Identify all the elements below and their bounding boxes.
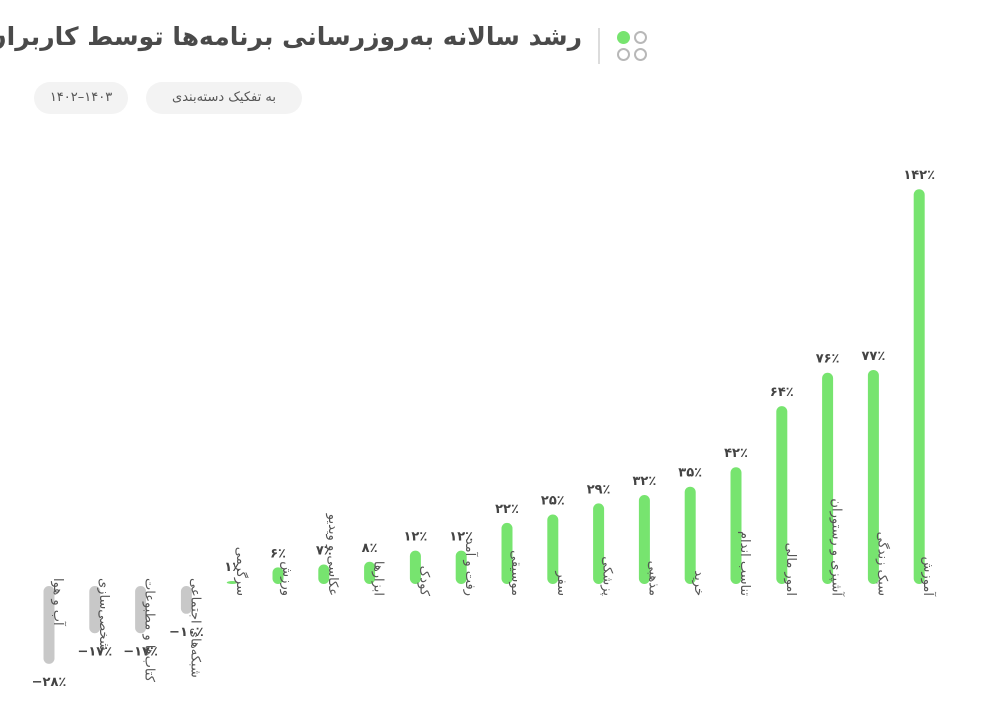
value-label-10: ۲۲٪ xyxy=(495,502,519,517)
value-label-11: ۲۵٪ xyxy=(541,494,565,509)
bar-19 xyxy=(913,189,925,585)
value-label-7: ۸٪ xyxy=(362,541,378,556)
category-label-12: پزشکی xyxy=(600,556,615,596)
value-label-12: ۲۹٪ xyxy=(587,482,611,497)
bar-5 xyxy=(272,567,284,584)
bar-6 xyxy=(318,564,330,584)
logo-dot-2 xyxy=(617,48,630,61)
bar-7 xyxy=(364,561,376,584)
category-label-5: ورزش xyxy=(279,561,294,596)
value-label-19: ۱۴۲٪ xyxy=(903,168,935,183)
category-label-3: شبکه‌های اجتماعی xyxy=(187,578,202,678)
value-label-16: ۶۴٪ xyxy=(770,385,794,400)
value-label-9: ۱۲٪ xyxy=(449,530,473,545)
category-label-13: مذهبی xyxy=(645,561,660,596)
value-label-17: ۷۶٪ xyxy=(816,352,840,367)
category-label-14: خرید xyxy=(691,570,706,596)
value-label-18: ۷۷٪ xyxy=(861,349,885,364)
category-label-2: کتاب‌ها و مطبوعات xyxy=(142,578,157,683)
logo-dot-1 xyxy=(634,31,647,44)
category-label-7: ابزارها xyxy=(371,561,386,596)
category-label-9: رفت و آمد xyxy=(462,539,479,596)
category-label-1: شخصی‌سازی xyxy=(96,578,111,651)
bar-17 xyxy=(822,372,834,584)
value-label-1: −۱۷٪ xyxy=(77,644,112,659)
bar-15 xyxy=(730,467,742,584)
bar-4 xyxy=(226,581,238,584)
value-label-5: ۶٪ xyxy=(270,546,286,561)
bar-10 xyxy=(501,522,513,584)
bar-3 xyxy=(180,586,192,614)
bar-12 xyxy=(593,503,605,584)
bar-13 xyxy=(638,495,650,584)
category-label-6: عکاسی و ویدیو xyxy=(325,513,340,596)
breakdown-badge: به تفکیک دسته‌بندی xyxy=(146,82,302,114)
category-label-18: سبک زندگی xyxy=(874,532,890,596)
value-label-8: ۱۲٪ xyxy=(403,530,427,545)
bar-1 xyxy=(89,586,101,634)
category-label-10: موسیقی xyxy=(508,550,523,596)
bar-2 xyxy=(135,586,147,634)
period-badge: ۱۴۰۲–۱۴۰۳ xyxy=(34,82,128,114)
value-label-4: ۱٪ xyxy=(224,560,240,575)
bar-9 xyxy=(455,550,467,584)
bar-0 xyxy=(43,586,55,664)
category-label-16: امور مالی xyxy=(783,543,798,596)
bar-8 xyxy=(409,550,421,584)
chart-title: رشد سالانه به‌روزرسانی برنامه‌ها توسط کا… xyxy=(0,22,582,51)
value-label-6: ۷٪ xyxy=(316,544,332,559)
value-label-15: ۴۲٪ xyxy=(724,446,748,461)
value-label-2: −۱۷٪ xyxy=(123,644,158,659)
category-label-17: آشپزی و رستوران xyxy=(829,498,846,597)
category-label-4: سرگرمی xyxy=(233,547,249,596)
bar-18 xyxy=(867,369,879,584)
value-label-0: −۲۸٪ xyxy=(32,675,67,690)
category-label-8: کودک xyxy=(416,566,431,597)
bar-14 xyxy=(684,486,696,584)
grid-logo-icon xyxy=(617,31,651,63)
title-divider xyxy=(598,28,600,64)
bar-11 xyxy=(547,514,559,584)
bar-16 xyxy=(776,406,788,584)
category-label-0: آب و هوا xyxy=(50,578,67,627)
value-label-13: ۳۲٪ xyxy=(632,474,656,489)
logo-dot-3 xyxy=(634,48,647,61)
category-label-19: آموزش xyxy=(920,557,937,598)
value-label-14: ۳۵٪ xyxy=(678,466,702,481)
category-label-15: تناسب اندام xyxy=(737,531,752,596)
value-label-3: −۱۰٪ xyxy=(169,625,204,640)
logo-dot-green xyxy=(617,31,630,44)
category-label-11: سفر xyxy=(554,570,569,596)
